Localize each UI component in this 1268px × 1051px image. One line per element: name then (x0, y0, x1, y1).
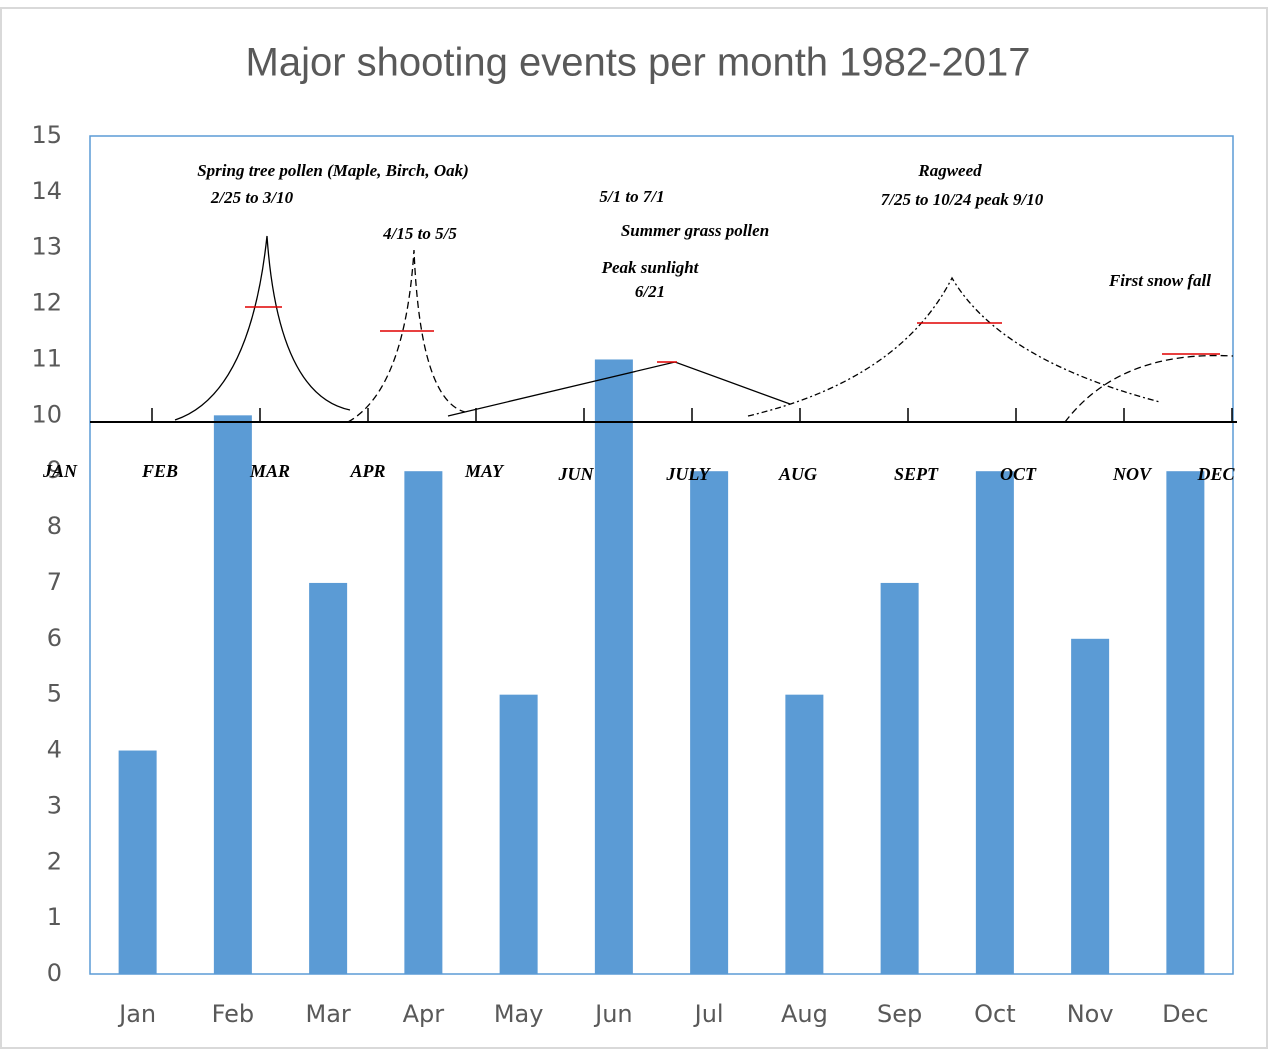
y-tick-label: 6 (47, 624, 62, 652)
y-tick-label: 11 (31, 344, 62, 372)
x-tick-label: Feb (212, 1000, 255, 1028)
bar (880, 582, 919, 974)
bar (499, 694, 538, 974)
x-tick-label: Jun (593, 1000, 633, 1028)
x-tick-label: Dec (1162, 1000, 1208, 1028)
x-tick-label: Jul (693, 1000, 724, 1028)
y-tick-label: 4 (47, 736, 62, 764)
annotation: 4/15 to 5/5 (382, 224, 457, 243)
x-tick-label: May (494, 1000, 544, 1028)
y-tick-label: 9 (47, 456, 62, 484)
y-tick-label: 12 (31, 289, 62, 317)
annotation: Summer grass pollen (621, 221, 769, 240)
tree-pollen-curve-2 (347, 249, 466, 423)
chart-title: Major shooting events per month 1982-201… (246, 41, 1031, 85)
timeline-month: FEB (141, 461, 178, 481)
annotation: First snow fall (1108, 271, 1211, 290)
timeline-month: DEC (1196, 464, 1235, 484)
x-tick-label: Apr (403, 1000, 445, 1028)
timeline-month: JAN (42, 461, 78, 481)
x-tick-label: Sep (877, 1000, 922, 1028)
plot-border (89, 135, 1234, 975)
x-tick-label: Aug (781, 1000, 828, 1028)
timeline-month: NOV (1112, 464, 1153, 484)
annotation: 5/1 to 7/1 (599, 187, 664, 206)
bar (1071, 638, 1110, 974)
bar (404, 471, 443, 974)
timeline-month: JUN (558, 464, 595, 484)
y-tick-label: 10 (31, 400, 62, 428)
x-tick-label: Nov (1067, 1000, 1114, 1028)
bar (975, 471, 1014, 974)
bar (594, 359, 633, 974)
x-tick-label: Mar (305, 1000, 350, 1028)
chart-frame (0, 7, 1268, 1049)
timeline-month: MAR (249, 461, 290, 481)
overlay: Spring tree pollen (Maple, Birch, Oak) 2… (42, 161, 1237, 484)
y-tick-label: 2 (47, 847, 62, 875)
y-tick-label: 13 (31, 233, 62, 261)
y-tick-label: 8 (47, 512, 62, 540)
timeline-month: OCT (1000, 464, 1037, 484)
annotation: 2/25 to 3/10 (210, 188, 294, 207)
annotation: 7/25 to 10/24 peak 9/10 (881, 190, 1044, 209)
y-tick-label: 1 (47, 903, 62, 931)
y-tick-label: 5 (47, 680, 62, 708)
y-tick-label: 0 (47, 959, 62, 987)
ragweed-curve (747, 276, 1161, 417)
x-tick-label: Oct (974, 1000, 1016, 1028)
timeline-month: APR (349, 461, 385, 481)
tree-pollen-curve (174, 235, 351, 421)
snow-curve (1064, 354, 1234, 423)
y-tick-label: 7 (47, 568, 62, 596)
bar (309, 582, 348, 974)
timeline-month: MAY (464, 461, 505, 481)
timeline-ticks (151, 408, 1233, 422)
bar (690, 471, 729, 974)
bar (213, 415, 252, 974)
bar (1166, 471, 1205, 974)
x-tick-label: Jan (117, 1000, 156, 1028)
timeline-month: SEPT (894, 464, 939, 484)
annotation: 6/21 (635, 282, 665, 301)
bar (118, 750, 157, 974)
y-tick-label: 15 (31, 121, 62, 149)
timeline-month: JULY (665, 464, 711, 484)
annotation: Spring tree pollen (Maple, Birch, Oak) (197, 161, 469, 180)
y-tick-label: 14 (31, 177, 62, 205)
annotation: Peak sunlight (601, 258, 700, 277)
annotation: Ragweed (917, 161, 982, 180)
bar (785, 694, 824, 974)
y-tick-label: 3 (47, 791, 62, 819)
timeline-month: AUG (778, 464, 817, 484)
